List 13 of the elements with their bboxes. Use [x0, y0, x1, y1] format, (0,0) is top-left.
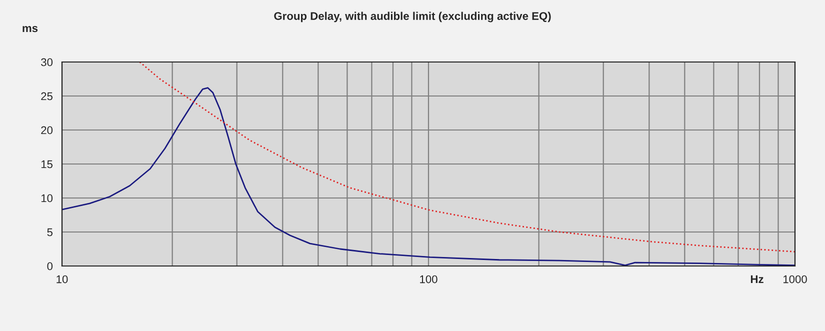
y-tick-label: 25	[41, 92, 53, 100]
x-tick-label: 1000	[783, 275, 807, 284]
y-tick-label: 0	[47, 262, 53, 270]
x-tick-label: 100	[420, 275, 438, 284]
y-tick-label: 10	[41, 194, 53, 202]
chart-title: Group Delay, with audible limit (excluding active EQ)	[274, 12, 551, 22]
y-axis-title: ms	[22, 26, 38, 32]
y-tick-label: 30	[41, 58, 53, 66]
y-tick-label: 15	[41, 160, 53, 168]
x-axis-title: Hz	[750, 275, 764, 283]
y-tick-label: 20	[41, 126, 53, 134]
y-tick-label: 5	[47, 228, 53, 236]
x-tick-label: 10	[56, 275, 68, 284]
